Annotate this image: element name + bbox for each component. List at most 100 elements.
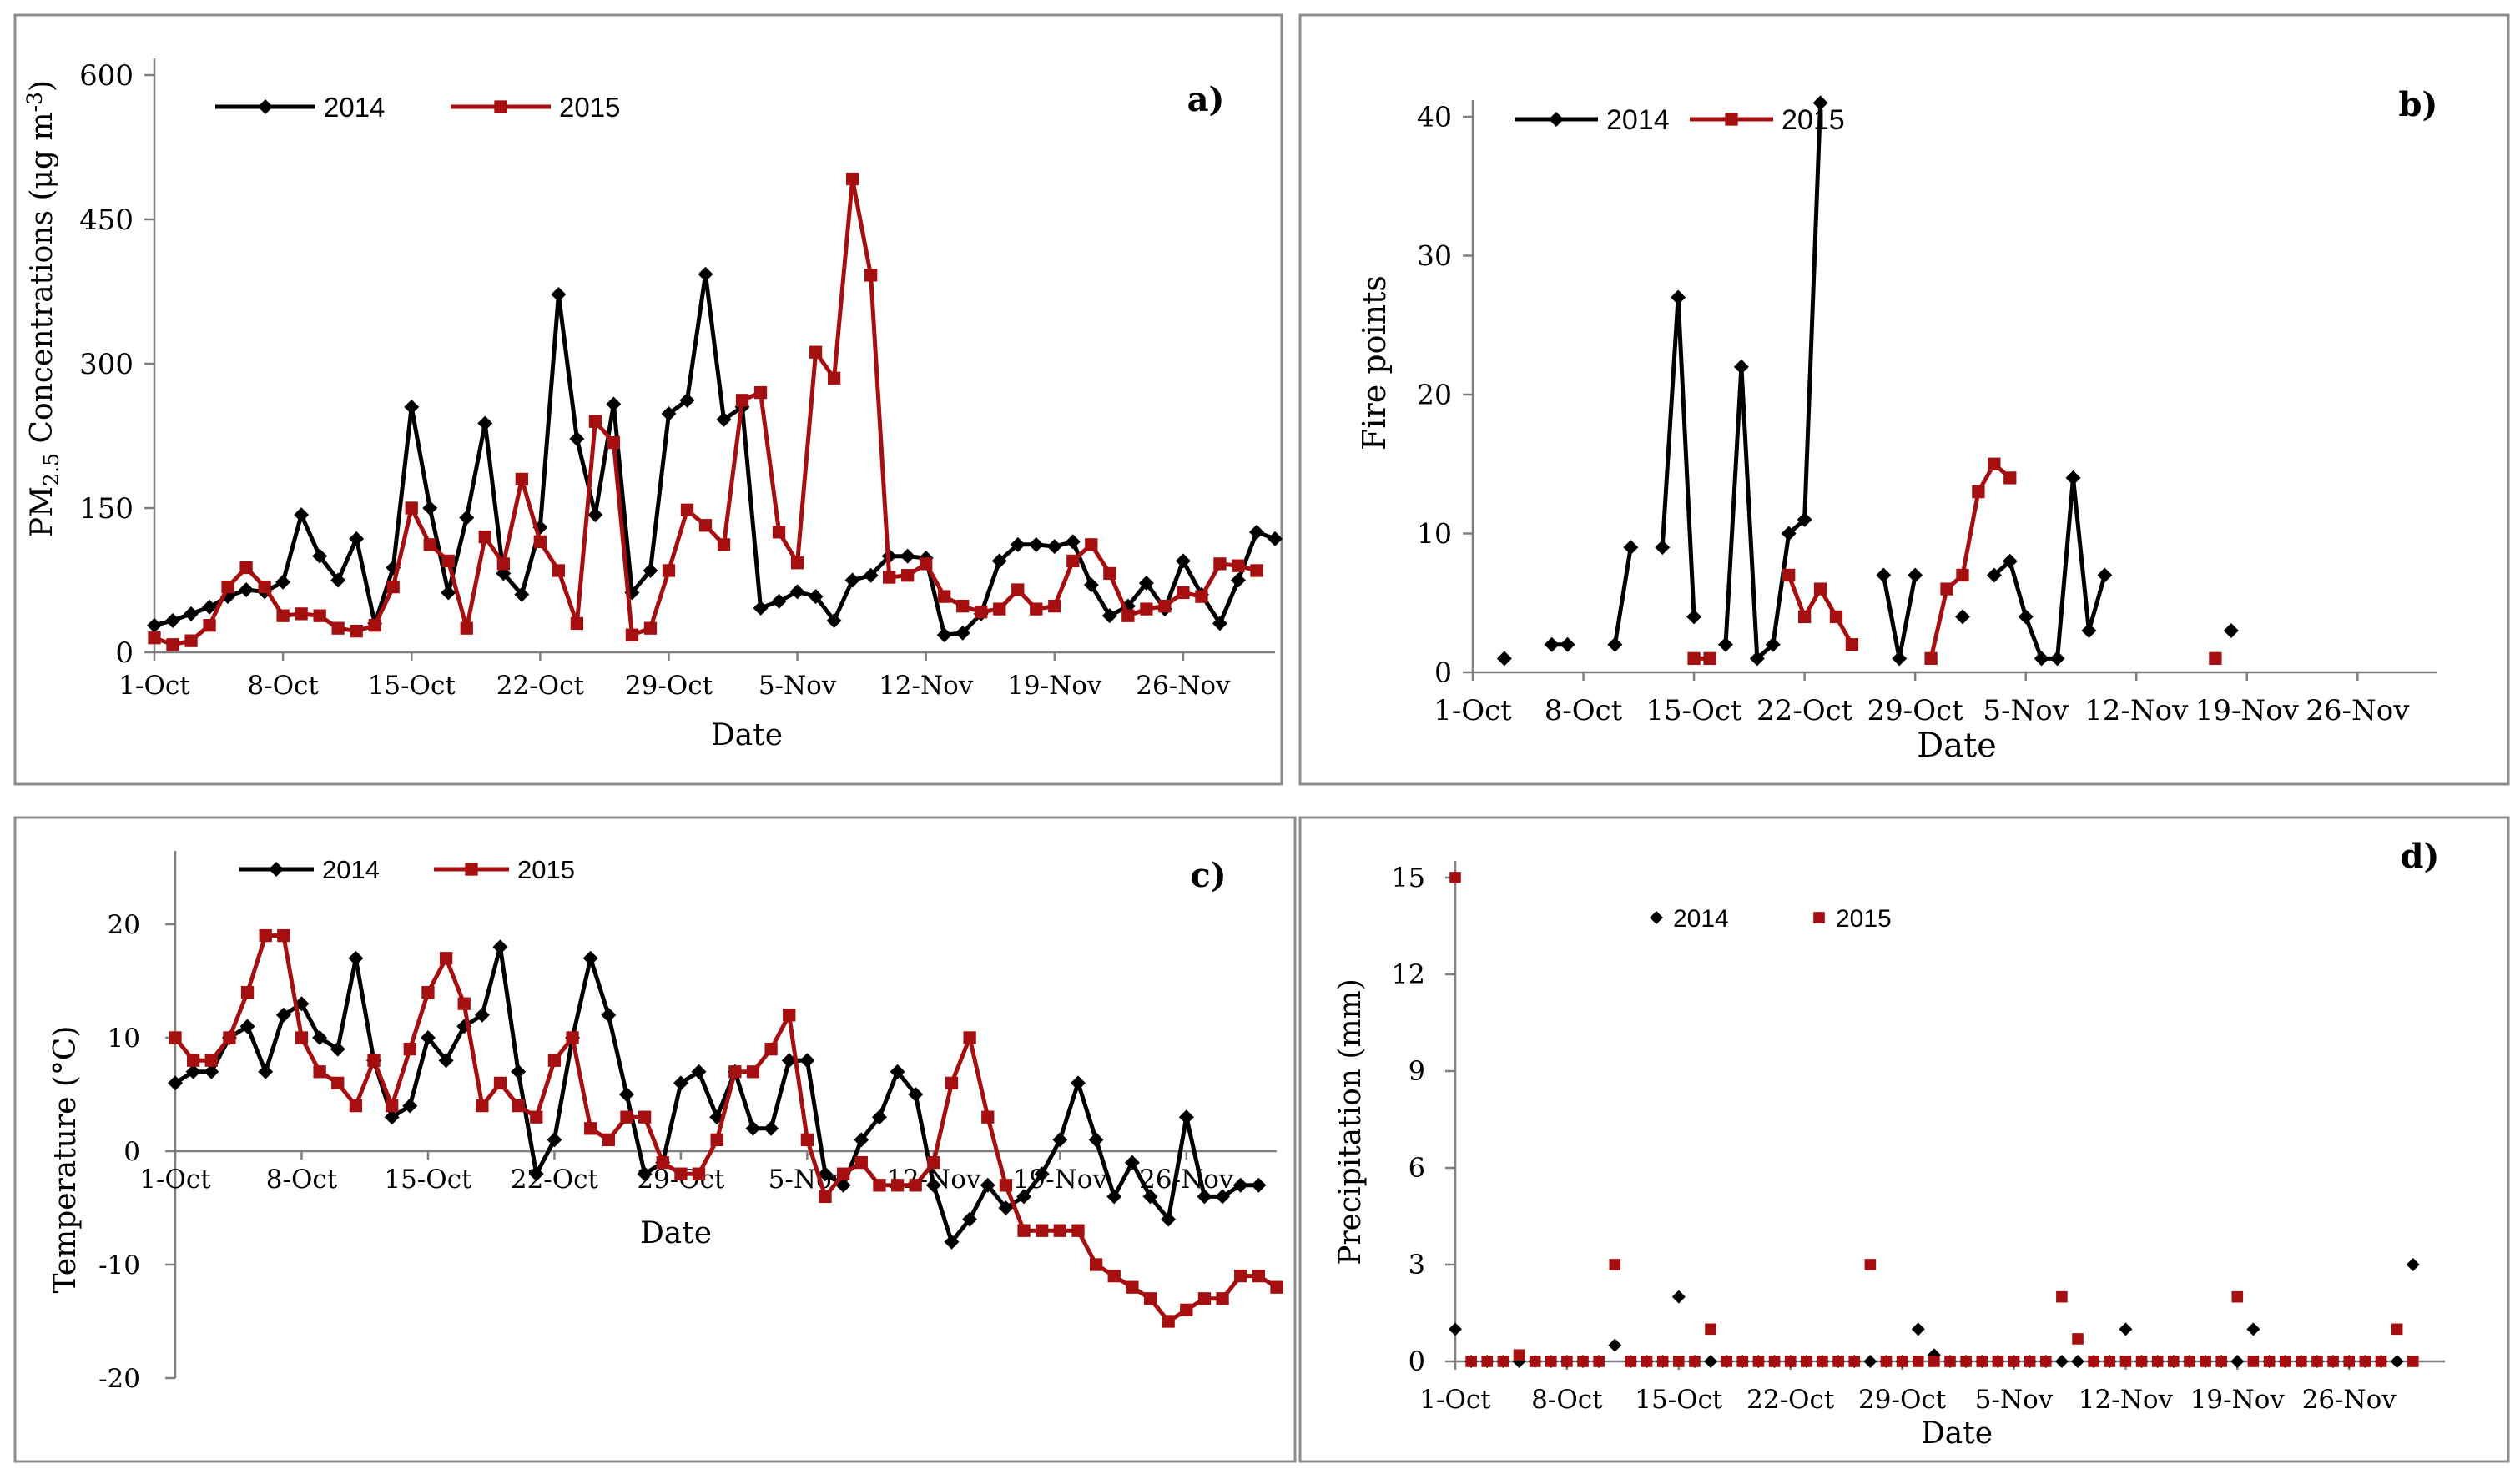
data-point <box>1976 1356 1988 1367</box>
data-point <box>1449 872 1461 883</box>
y-axis-title-part: ) <box>25 80 59 92</box>
data-point <box>1721 1356 1732 1367</box>
data-point <box>441 585 456 601</box>
data-point <box>221 580 234 594</box>
data-point <box>980 1177 995 1193</box>
data-point <box>1143 1292 1157 1305</box>
data-point <box>202 599 218 615</box>
data-point <box>404 399 420 415</box>
data-point <box>275 574 291 590</box>
data-point <box>203 619 216 632</box>
data-point <box>2119 1322 2133 1336</box>
data-point <box>1864 1259 1877 1270</box>
data-point <box>1817 1356 1828 1367</box>
panel-label: c) <box>1190 856 1226 895</box>
series-2014 <box>147 266 1283 643</box>
data-point <box>2247 1356 2260 1367</box>
data-point <box>1912 1356 1924 1367</box>
series-line <box>1723 103 1823 661</box>
data-point <box>1046 539 1062 555</box>
data-point <box>1213 557 1227 571</box>
data-point <box>1845 638 1859 651</box>
data-point <box>945 1076 959 1090</box>
data-point <box>570 616 584 631</box>
data-point <box>871 1109 887 1125</box>
legend-item-2015: 2015 <box>1813 905 1892 933</box>
series-2015 <box>1687 457 2222 665</box>
data-point <box>512 1099 525 1113</box>
series-2014 <box>168 939 1267 1250</box>
data-point <box>1992 1356 2004 1367</box>
data-point <box>1089 1258 1103 1271</box>
legend-label: 2015 <box>1836 905 1892 933</box>
y-tick-label: 9 <box>1409 1055 1425 1087</box>
data-point <box>1065 534 1081 550</box>
data-point <box>588 415 602 428</box>
data-point <box>735 394 749 407</box>
data-point <box>533 535 547 549</box>
data-point <box>1248 524 1264 540</box>
data-point <box>638 1110 652 1124</box>
data-point <box>515 472 528 486</box>
data-point <box>1717 636 1733 652</box>
data-point <box>405 501 418 515</box>
series-line <box>154 272 1276 637</box>
data-point <box>2088 1356 2099 1367</box>
data-point <box>569 430 585 446</box>
legend-item-2015: 2015 <box>434 855 575 884</box>
data-point <box>331 1076 345 1090</box>
legend-label: 2014 <box>324 92 385 123</box>
data-point <box>625 628 639 641</box>
data-point <box>1161 1211 1177 1227</box>
data-point <box>1928 1356 1940 1367</box>
data-point <box>1232 1177 1248 1193</box>
data-point <box>258 1064 274 1079</box>
data-point <box>1230 572 1246 588</box>
data-point <box>999 1179 1013 1192</box>
legend-item-2014: 2014 <box>1650 905 1729 933</box>
data-point <box>223 1031 236 1044</box>
data-point <box>873 1179 886 1192</box>
data-point <box>348 950 364 966</box>
data-point <box>2359 1356 2371 1367</box>
data-point <box>1641 1356 1653 1367</box>
data-point <box>313 609 326 622</box>
data-point <box>601 1007 617 1023</box>
panel-label: b) <box>2399 85 2438 124</box>
data-point <box>837 1167 850 1180</box>
data-point <box>2024 1356 2036 1367</box>
data-point <box>1988 457 2001 470</box>
x-tick-label: 8-Oct <box>247 671 319 701</box>
data-point <box>1768 1356 1781 1367</box>
data-point <box>1608 1338 1622 1352</box>
y-tick-label: 0 <box>115 636 134 670</box>
x-tick-label: 5-Nov <box>1983 694 2069 727</box>
data-point <box>1232 559 1245 572</box>
series-line <box>1881 575 1918 661</box>
data-point <box>661 405 677 421</box>
y-tick-label: 10 <box>1417 517 1452 550</box>
data-point <box>384 1109 400 1125</box>
data-point <box>441 554 455 568</box>
data-point <box>1908 567 1923 583</box>
data-point <box>746 1065 760 1079</box>
data-point <box>808 589 824 605</box>
data-point <box>1848 1356 1861 1367</box>
data-point <box>2054 1355 2069 1368</box>
data-point <box>438 1053 454 1069</box>
data-point <box>800 1133 814 1147</box>
data-point <box>2056 1290 2068 1303</box>
data-point <box>148 631 161 645</box>
data-point <box>165 612 181 628</box>
legend-marker <box>269 862 284 877</box>
data-point <box>2049 651 2065 667</box>
data-point <box>275 1007 291 1023</box>
data-point <box>169 1031 182 1044</box>
panel-label: a) <box>1187 80 1225 119</box>
data-point <box>331 621 345 635</box>
data-point <box>679 392 695 408</box>
data-point <box>493 1076 507 1090</box>
data-point <box>439 952 453 965</box>
y-tick-label: 150 <box>79 492 134 526</box>
data-point <box>2168 1356 2180 1367</box>
